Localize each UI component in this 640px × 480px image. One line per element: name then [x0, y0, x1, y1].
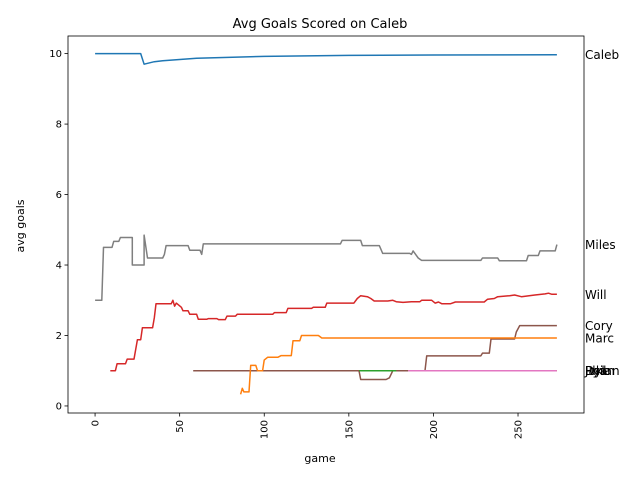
x-tick-label: 100	[260, 420, 271, 439]
y-tick-label: 8	[56, 120, 62, 131]
y-tick-label: 6	[56, 190, 62, 201]
end-label-ryan: Ryan	[585, 364, 615, 378]
end-label-phil: Phil	[585, 364, 607, 378]
series-line-cory	[193, 324, 557, 381]
series-line-caleb	[95, 52, 557, 65]
x-tick-label: 150	[344, 420, 355, 439]
series-line-will	[110, 292, 557, 372]
y-axis: 0 2 4 6 8 10	[49, 49, 68, 412]
y-tick-label: 4	[56, 261, 62, 272]
x-tick-label: 50	[175, 420, 186, 433]
x-axis-label: game	[304, 452, 335, 465]
series-line-miles	[95, 234, 558, 302]
series-line-marc	[239, 334, 557, 395]
series-layer	[95, 52, 558, 395]
end-label-cory: Cory	[585, 319, 613, 333]
x-tick-label: 200	[429, 420, 440, 439]
x-tick-label: 0	[91, 420, 102, 426]
plot-frame	[67, 35, 585, 414]
end-label-miles: Miles	[585, 238, 616, 252]
y-tick-label: 0	[56, 401, 62, 412]
y-axis-label: avg goals	[14, 199, 27, 252]
x-axis: 0 50 100 150 200 250	[91, 413, 525, 439]
end-label-caleb: Caleb	[585, 48, 619, 62]
y-tick-label: 2	[56, 331, 62, 342]
end-label-dylan: Dylan	[585, 364, 620, 378]
end-label-marc: Marc	[585, 331, 614, 345]
x-tick-label: 250	[514, 420, 525, 439]
end-label-jake: Jake	[584, 364, 610, 378]
chart-title: Avg Goals Scored on Caleb	[233, 17, 408, 32]
y-tick-label: 10	[49, 49, 62, 60]
end-label-will: Will	[585, 288, 607, 302]
